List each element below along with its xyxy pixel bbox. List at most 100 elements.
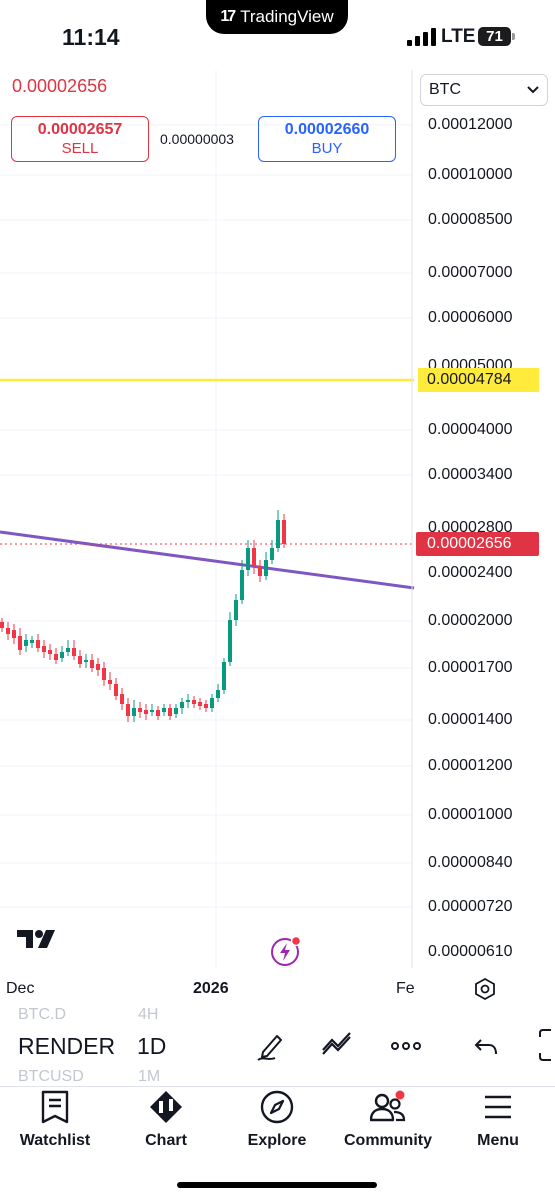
nav-community[interactable]: Community <box>333 1090 443 1150</box>
candle-body <box>216 690 220 698</box>
candle-body <box>156 710 160 716</box>
candle-body <box>186 700 190 702</box>
candle-body <box>0 622 4 628</box>
time-axis-label: 2026 <box>193 980 229 997</box>
signal-icon <box>407 28 436 46</box>
price-axis-label: 0.00003400 <box>428 466 513 483</box>
candle-body <box>210 698 214 708</box>
price-axis-label: 0.00007000 <box>428 264 513 281</box>
candle-body <box>252 548 256 566</box>
candle-body <box>204 704 208 708</box>
sell-button[interactable]: 0.00002657 SELL <box>11 116 149 162</box>
price-axis-label: 0.00010000 <box>428 166 513 183</box>
candle-body <box>138 708 142 712</box>
candle-body <box>246 548 250 570</box>
app-name: TradingView <box>240 7 334 26</box>
undo-icon[interactable] <box>469 1028 505 1064</box>
currency-select[interactable]: BTC <box>420 74 548 106</box>
price-axis-label: 0.00000840 <box>428 854 513 871</box>
candle-body <box>240 570 244 600</box>
candle-body <box>258 566 262 576</box>
bottom-navigation <box>0 1086 555 1201</box>
battery-icon <box>512 33 515 40</box>
price-axis-label: 0.00012000 <box>428 116 513 133</box>
settings-icon[interactable] <box>473 977 497 1001</box>
community-icon <box>370 1090 406 1122</box>
candle-body <box>162 708 166 712</box>
candle-body <box>48 650 52 654</box>
price-axis-label: 0.00001700 <box>428 659 513 676</box>
symbol-selector[interactable]: RENDER <box>18 1033 116 1059</box>
candle-body <box>132 708 136 716</box>
interval-next[interactable]: 1M <box>138 1068 161 1085</box>
candle-body <box>120 694 124 704</box>
candlestick-series <box>0 510 286 722</box>
price-chart[interactable] <box>0 70 555 1080</box>
buy-label: BUY <box>311 140 343 157</box>
symbol-prev[interactable]: BTC.D <box>18 1006 66 1023</box>
candle-body <box>192 700 196 704</box>
interval-prev[interactable]: 4H <box>138 1006 159 1023</box>
buy-price: 0.00002660 <box>284 121 370 138</box>
candle-body <box>234 600 238 620</box>
fullscreen-icon[interactable] <box>537 1028 555 1062</box>
compass-icon <box>260 1090 294 1124</box>
candle-body <box>228 620 232 662</box>
candle-body <box>24 640 28 646</box>
interval-selector[interactable]: 1D <box>137 1033 167 1059</box>
status-time: 11:14 <box>62 24 120 50</box>
nav-watchlist[interactable]: Watchlist <box>0 1090 110 1150</box>
candle-body <box>168 708 172 716</box>
price-axis-label: 0.00001400 <box>428 711 513 728</box>
price-axis-label: 0.00001000 <box>428 806 513 823</box>
candle-body <box>126 704 130 716</box>
candle-body <box>264 560 268 576</box>
tradingview-logo-icon: 17 <box>220 8 236 25</box>
candle-body <box>282 520 286 544</box>
pencil-icon[interactable] <box>253 1028 289 1064</box>
price-axis-label: 0.00001200 <box>428 757 513 774</box>
candle-body <box>66 648 70 652</box>
home-indicator <box>177 1182 377 1188</box>
candle-body <box>84 660 88 662</box>
candle-body <box>96 664 100 670</box>
price-axis-label: 0.00000610 <box>428 943 513 960</box>
time-axis-label: Dec <box>6 980 35 997</box>
candle-body <box>276 520 280 548</box>
last-price: 0.00002656 <box>12 76 108 96</box>
battery-level: 71 <box>478 27 511 46</box>
price-axis-label: 0.00002400 <box>428 564 513 581</box>
time-axis-label: Fe <box>396 980 415 997</box>
nav-menu[interactable]: Menu <box>443 1090 553 1150</box>
candle-body <box>60 652 64 658</box>
nav-label: Menu <box>477 1132 519 1149</box>
more-icon[interactable] <box>388 1028 424 1064</box>
sell-price: 0.00002657 <box>37 121 123 138</box>
nav-chart[interactable]: Chart <box>111 1090 221 1150</box>
candle-body <box>114 684 118 696</box>
flash-icon[interactable] <box>270 935 302 967</box>
candle-body <box>6 628 10 634</box>
trend-line[interactable] <box>0 530 415 590</box>
buy-button[interactable]: 0.00002660 BUY <box>258 116 396 162</box>
candle-body <box>72 648 76 656</box>
candle-body <box>78 656 82 664</box>
symbol-next[interactable]: BTCUSD <box>18 1068 84 1085</box>
candle-body <box>174 708 178 714</box>
nav-explore[interactable]: Explore <box>222 1090 332 1150</box>
chart-grid <box>0 70 413 968</box>
nav-label: Explore <box>247 1132 307 1149</box>
candle-body <box>42 646 46 652</box>
candle-body <box>36 640 40 648</box>
chevron-down-icon <box>527 86 539 94</box>
chart-icon <box>150 1091 182 1123</box>
candle-body <box>102 668 106 680</box>
watchlist-icon <box>41 1090 69 1124</box>
drawings-icon[interactable] <box>320 1028 356 1064</box>
menu-icon <box>485 1095 511 1119</box>
nav-label: Chart <box>145 1132 187 1149</box>
spread-value: 0.00000003 <box>160 131 234 147</box>
sell-label: SELL <box>61 140 99 157</box>
candle-body <box>18 636 22 650</box>
candle-body <box>270 548 274 560</box>
